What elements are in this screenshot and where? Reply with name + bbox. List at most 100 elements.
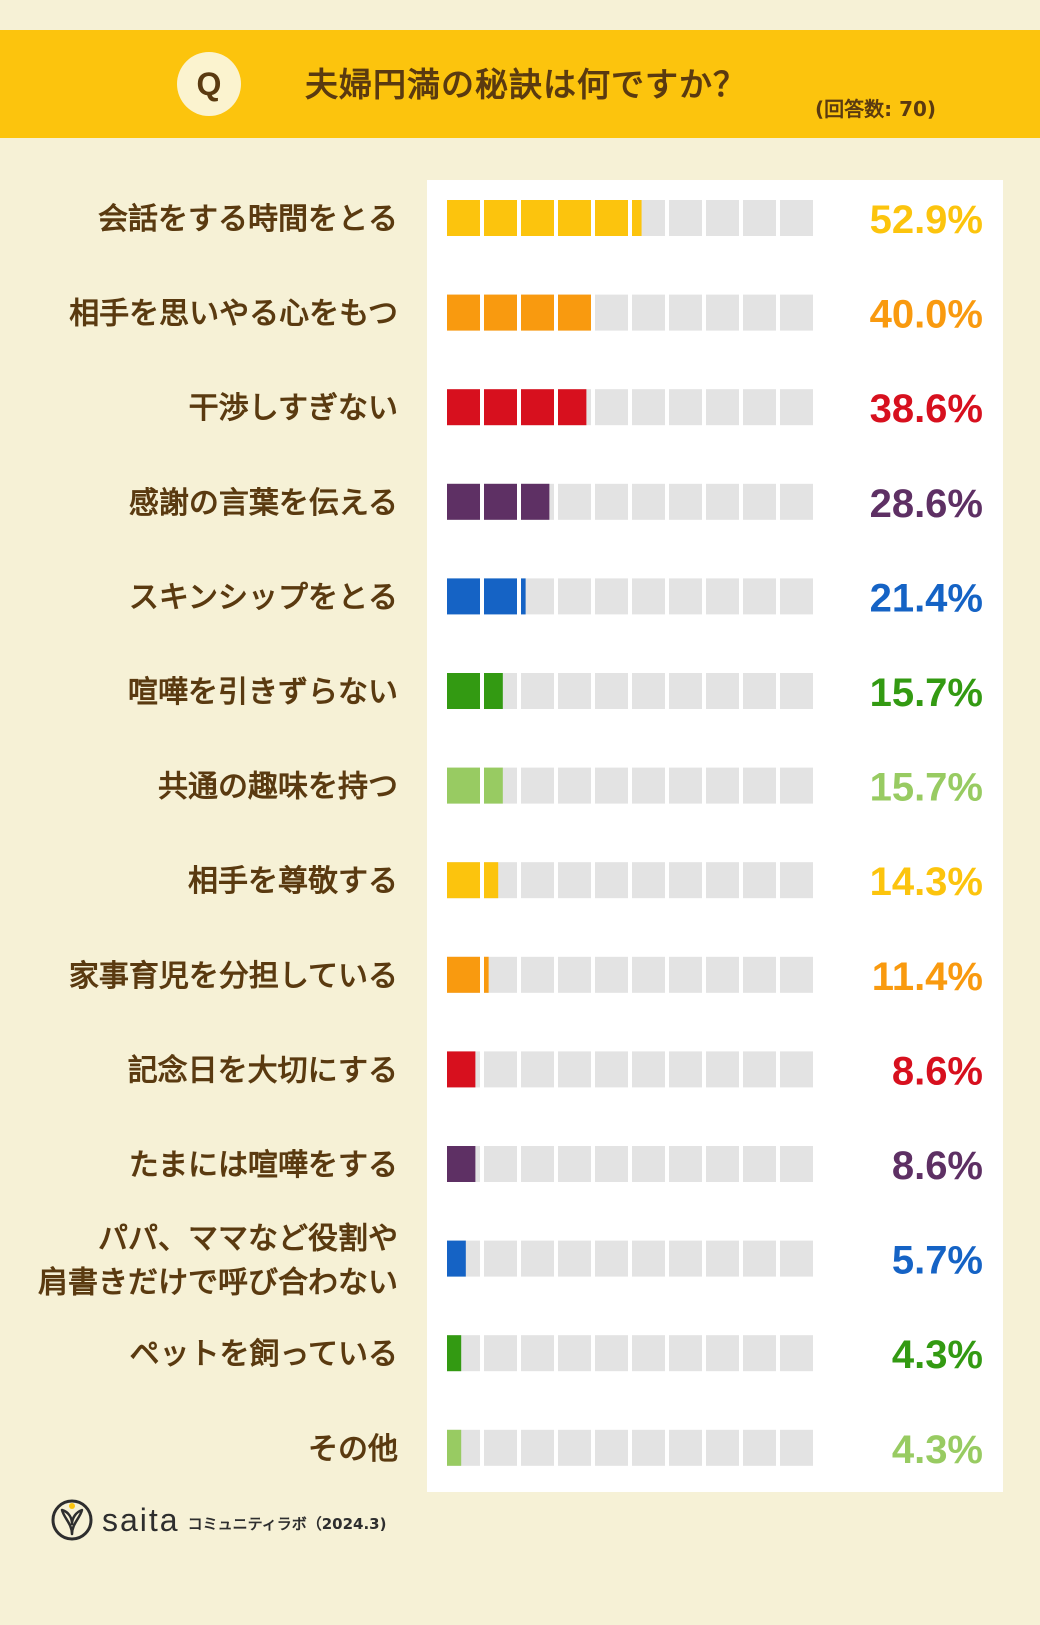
- bar-segment-empty: [669, 578, 702, 615]
- bar-segment-empty: [743, 200, 776, 236]
- bar-segment-filled: [447, 1051, 476, 1088]
- bar-segment-empty: [743, 1051, 776, 1088]
- bar-segment-empty: [669, 1051, 702, 1088]
- bar-segment-empty: [780, 483, 813, 520]
- bar-segment-empty: [521, 862, 554, 899]
- bar-segment-empty: [484, 1051, 517, 1088]
- bar-segment-empty: [558, 956, 591, 993]
- category-label: 家事育児を分担している: [69, 959, 398, 994]
- bar-segment-empty: [780, 862, 813, 899]
- brand-sub: コミュニティラボ（2024.3): [187, 1514, 387, 1533]
- bar-segment-empty: [595, 673, 628, 709]
- value-label: 4.3%: [892, 1428, 983, 1472]
- bar-segment-empty: [595, 1335, 628, 1372]
- bar-segment-filled: [447, 862, 480, 899]
- bar-segment-filled: [484, 578, 517, 615]
- bar-segment-empty: [484, 1240, 517, 1277]
- bar-segment-empty: [743, 767, 776, 804]
- category-label: その他: [308, 1432, 398, 1467]
- bar-segment-empty: [521, 1240, 554, 1277]
- bar-segment-empty: [669, 862, 702, 899]
- bar-row: 会話をする時間をとる 52.9%: [98, 198, 983, 242]
- question-title: 夫婦円満の秘訣は何ですか？: [305, 65, 747, 104]
- bar-segment-empty: [595, 1429, 628, 1466]
- value-label: 15.7%: [870, 766, 983, 810]
- bar-segment-filled: [484, 673, 503, 709]
- bar-segment-empty: [780, 1240, 813, 1277]
- bar-segment-filled: [484, 389, 517, 426]
- bar-segment-filled: [447, 483, 480, 520]
- bar-segment-filled: [447, 389, 480, 426]
- category-label: パパ、ママなど役割や: [98, 1222, 398, 1257]
- category-label: スキンシップをとる: [129, 580, 398, 615]
- bar-segment-empty: [743, 1240, 776, 1277]
- bar-segment-empty: [669, 294, 702, 331]
- bar-segment-empty: [558, 1240, 591, 1277]
- value-label: 52.9%: [870, 198, 983, 242]
- bar-segment-empty: [484, 1429, 517, 1466]
- bar-segment-filled: [447, 200, 480, 236]
- bar-segment-empty: [632, 1146, 665, 1182]
- bar-segment-empty: [558, 767, 591, 804]
- brand-name: saita: [102, 1501, 180, 1538]
- bar-segment-filled: [521, 294, 554, 331]
- bar-segment-empty: [558, 578, 591, 615]
- bar-segment-empty: [743, 578, 776, 615]
- bar-segment-empty: [780, 1429, 813, 1466]
- bar-row: その他 4.3%: [308, 1428, 983, 1472]
- category-label: 喧嘩を引きずらない: [128, 675, 398, 710]
- bar-segment-filled: [447, 767, 480, 804]
- bar-segment-empty: [632, 1051, 665, 1088]
- bar-segment-empty: [595, 389, 628, 426]
- bar-segment-empty: [595, 578, 628, 615]
- bar-segment-filled: [484, 956, 489, 993]
- bar-segment-filled: [521, 483, 550, 520]
- bar-segment-filled: [484, 200, 517, 236]
- bar-segment-empty: [521, 1051, 554, 1088]
- bar-segment-filled: [558, 389, 587, 426]
- bar-segment-empty: [706, 483, 739, 520]
- value-label: 15.7%: [870, 671, 983, 715]
- value-label: 4.3%: [892, 1333, 983, 1377]
- value-label: 28.6%: [870, 482, 983, 526]
- bar-segment-filled: [484, 294, 517, 331]
- bar-segment-empty: [521, 673, 554, 709]
- bar-segment-filled: [558, 200, 591, 236]
- bar-segment-filled: [521, 200, 554, 236]
- bar-segment-empty: [706, 1051, 739, 1088]
- bar-segment-filled: [447, 1240, 466, 1277]
- bar-segment-empty: [632, 673, 665, 709]
- question-header: Q 夫婦円満の秘訣は何ですか？ (回答数: 70): [0, 30, 1040, 138]
- bar-segment-filled: [447, 1429, 462, 1466]
- bar-chart: 会話をする時間をとる 52.9% 相手を思いやる心をもつ 40.0% 干渉しすぎない 38…: [38, 198, 983, 1472]
- bar-segment-empty: [558, 1335, 591, 1372]
- bar-segment-empty: [595, 294, 628, 331]
- bar-segment-empty: [484, 1335, 517, 1372]
- bar-segment-filled: [447, 673, 480, 709]
- bar-segment-filled: [447, 578, 480, 615]
- bar-segment-empty: [669, 1240, 702, 1277]
- bar-row: たまには喧嘩をする 8.6%: [129, 1144, 983, 1188]
- bar-segment-filled: [632, 200, 642, 236]
- bar-segment-empty: [743, 294, 776, 331]
- bar-segment-empty: [632, 1335, 665, 1372]
- value-label: 14.3%: [870, 860, 983, 904]
- footer: saita コミュニティラボ（2024.3): [50, 1496, 386, 1544]
- bar-segment-empty: [669, 389, 702, 426]
- bar-segment-empty: [521, 1429, 554, 1466]
- bar-segment-filled: [595, 200, 628, 236]
- bar-segment-empty: [484, 1146, 517, 1182]
- bar-segment-empty: [521, 767, 554, 804]
- bar-segment-filled: [484, 483, 517, 520]
- bar-segment-empty: [780, 1051, 813, 1088]
- saita-logo-icon: [51, 1499, 93, 1541]
- bar-segment-empty: [706, 1335, 739, 1372]
- bar-segment-empty: [669, 1335, 702, 1372]
- bar-segment-empty: [669, 1146, 702, 1182]
- bar-segment-empty: [595, 483, 628, 520]
- bar-row: 相手を思いやる心をもつ 40.0%: [69, 293, 983, 337]
- bar-row: 感謝の言葉を伝える 28.6%: [129, 482, 983, 526]
- bar-segment-empty: [669, 956, 702, 993]
- bar-segment-empty: [595, 1051, 628, 1088]
